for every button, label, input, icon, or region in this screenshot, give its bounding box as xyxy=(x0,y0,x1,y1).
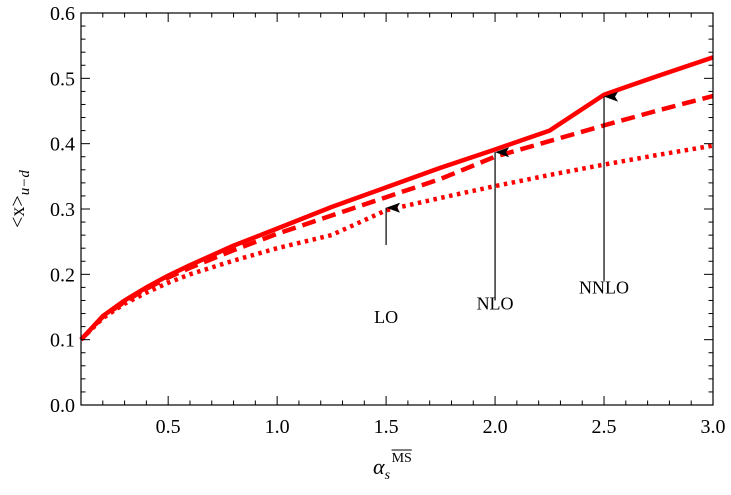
y-tick-label: 0.4 xyxy=(50,134,75,156)
x-axis-label-symbol: α xyxy=(373,454,385,479)
x-axis-label-subscript: s xyxy=(385,468,391,483)
x-tick-label: 2.5 xyxy=(592,416,617,438)
y-axis-label-subscript: u−d xyxy=(17,170,33,196)
y-tick-label: 0.6 xyxy=(50,3,75,25)
y-tick-label: 0.5 xyxy=(50,68,75,90)
x-tick-label: 0.5 xyxy=(156,416,181,438)
x-axis-label-superscript: MS xyxy=(392,451,412,466)
tick-label-layer: 0.5 1.0 1.5 2.0 2.5 3.0 0.0 0.1 0.2 0.3 0.4 0.5 0.6 xyxy=(50,3,726,438)
plot-frame xyxy=(80,12,714,406)
y-tick-label: 0.3 xyxy=(50,199,75,221)
series-layer xyxy=(79,55,714,342)
y-tick-label: 0.1 xyxy=(50,330,75,352)
y-axis-label: <x>u−d xyxy=(7,170,33,228)
x-axis-label: αs xyxy=(373,454,391,483)
x-tick-label: 1.0 xyxy=(265,416,290,438)
annotation-layer: LO NLO NNLO xyxy=(374,91,629,327)
series-line-nnlo xyxy=(79,55,714,342)
y-tick-label: 0.2 xyxy=(50,264,75,286)
annotation-label-lo: LO xyxy=(374,307,398,327)
series-line-lo xyxy=(79,143,714,342)
y-tick-label: 0.0 xyxy=(50,395,75,417)
y-axis-label-main: <x> xyxy=(7,195,29,228)
x-tick-label: 3.0 xyxy=(701,416,726,438)
tick-layer xyxy=(80,12,714,406)
x-tick-label: 2.0 xyxy=(483,416,508,438)
annotation-label-nlo: NLO xyxy=(477,294,514,314)
series-line-nlo xyxy=(79,93,714,342)
x-tick-label: 1.5 xyxy=(374,416,399,438)
annotation-label-nnlo: NNLO xyxy=(579,277,629,297)
